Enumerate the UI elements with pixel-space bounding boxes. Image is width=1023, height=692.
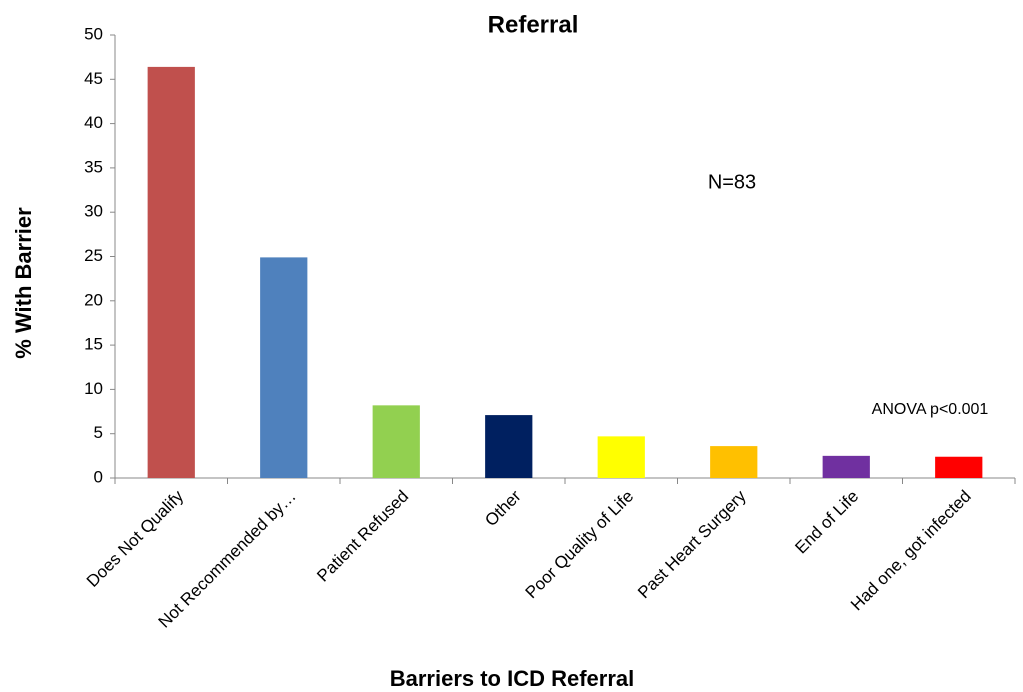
y-tick-label: 35	[84, 157, 103, 176]
bar	[822, 455, 870, 478]
x-tick-label: Patient Refused	[313, 487, 412, 586]
bar	[147, 66, 195, 479]
bar	[372, 405, 420, 478]
y-tick-label: 40	[84, 113, 103, 132]
y-axis-label: % With Barrier	[11, 207, 36, 359]
y-tick-label: 0	[94, 467, 103, 486]
chart-title: Referral	[488, 11, 579, 38]
bar	[260, 257, 308, 478]
x-tick-label: End of Life	[791, 487, 862, 558]
y-tick-label: 45	[84, 69, 103, 88]
y-tick-label: 30	[84, 202, 103, 221]
bar	[935, 456, 983, 478]
bar	[710, 446, 758, 478]
x-tick-label: Poor Quality of Life	[522, 487, 638, 603]
bar	[597, 436, 645, 478]
x-axis-label: Barriers to ICD Referral	[390, 666, 635, 691]
annotation: N=83	[708, 171, 756, 193]
y-tick-label: 50	[84, 24, 103, 43]
y-tick-label: 10	[84, 379, 103, 398]
x-tick-label: Other	[481, 486, 525, 530]
y-tick-label: 25	[84, 246, 103, 265]
y-tick-label: 15	[84, 335, 103, 354]
y-tick-label: 20	[84, 290, 103, 309]
x-tick-label: Does Not Qualify	[83, 486, 188, 591]
y-tick-label: 5	[94, 423, 103, 442]
bar	[485, 415, 533, 478]
x-tick-label: Past Heart Surgery	[634, 486, 750, 602]
annotation: ANOVA p<0.001	[872, 401, 989, 418]
x-tick-label: Had one, got infected	[847, 487, 975, 615]
